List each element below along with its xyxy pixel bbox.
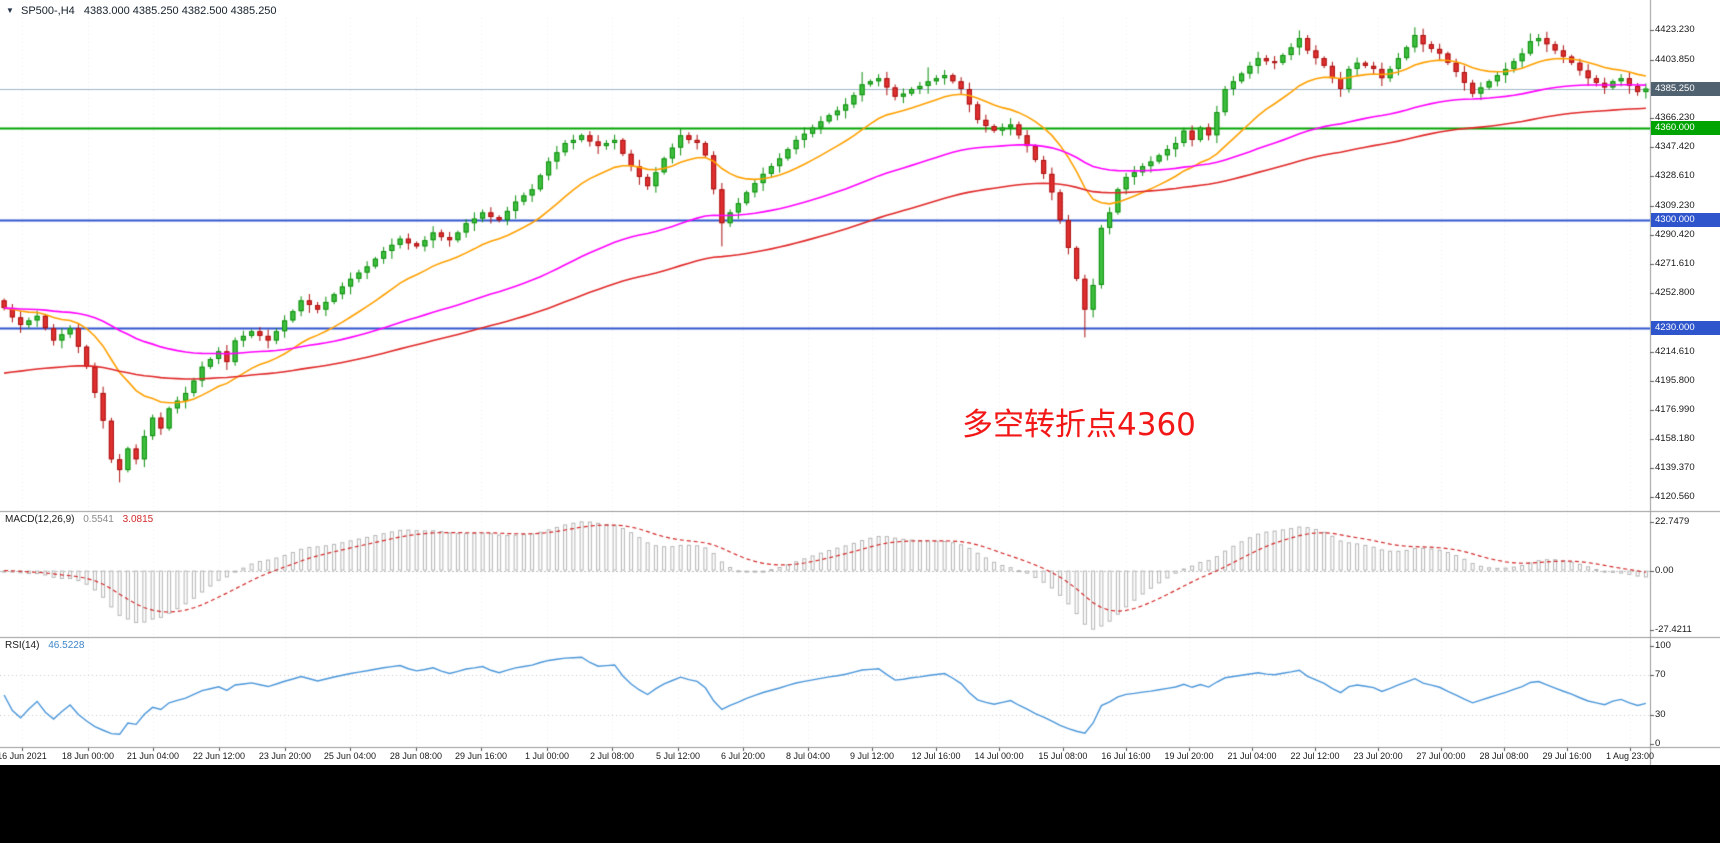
time-axis-label: 18 Jun 00:00: [61, 751, 114, 761]
price-axis-label: 4328.610: [1655, 169, 1695, 181]
symbol-name: SP500-,H4: [20, 5, 75, 17]
macd-axis-label: -27.4211: [1655, 623, 1692, 635]
time-axis-label: 5 Jul 12:00: [655, 751, 700, 761]
triangle-down-icon: ▼: [6, 6, 14, 15]
rsi-axis-label: 30: [1655, 708, 1666, 720]
macd-axis-label: 22.7479: [1655, 515, 1690, 527]
price-axis-label: 4176.990: [1655, 403, 1695, 415]
price-axis-label: 4252.800: [1655, 286, 1695, 298]
price-axis-label: 4309.230: [1655, 199, 1695, 211]
time-axis-label: 15 Jul 08:00: [1038, 751, 1088, 761]
time-axis-label: 19 Jul 20:00: [1164, 751, 1214, 761]
price-axis-label: 4403.850: [1655, 53, 1695, 65]
price-level-tag[interactable]: 4385.250: [1651, 81, 1720, 96]
time-axis-label: 21 Jun 04:00: [126, 751, 179, 761]
price-axis-label: 4271.610: [1655, 257, 1695, 269]
time-axis-label: 16 Jul 16:00: [1101, 751, 1151, 761]
time-axis-label: 14 Jul 00:00: [974, 751, 1024, 761]
price-axis-label: 4120.560: [1655, 491, 1695, 502]
price-level-tag[interactable]: 4360.000: [1651, 120, 1720, 135]
time-axis-label: 12 Jul 16:00: [911, 751, 961, 761]
time-axis-label: 27 Jul 00:00: [1416, 751, 1466, 761]
time-axis-label: 8 Jul 04:00: [785, 751, 831, 761]
rsi-axis-label: 100: [1655, 640, 1671, 651]
price-axis-label: 4158.180: [1655, 432, 1695, 444]
time-axis-label: 2 Jul 08:00: [589, 751, 634, 761]
price-axis-label: 4347.420: [1655, 140, 1695, 152]
time-axis-label: 28 Jun 08:00: [389, 751, 442, 761]
macd-name: MACD(12,26,9): [5, 514, 75, 525]
macd-axis-label: 0.00: [1655, 564, 1674, 576]
rsi-axis-label: 70: [1655, 669, 1666, 681]
time-axis-label: 22 Jul 12:00: [1290, 751, 1340, 761]
chart-annotation-text: 多空转折点4360: [962, 407, 1196, 443]
time-axis-label: 1 Jul 00:00: [524, 751, 569, 761]
time-axis-label: 9 Jul 12:00: [849, 751, 895, 761]
price-axis-label: 4195.800: [1655, 374, 1695, 386]
time-axis-label: 21 Jul 04:00: [1227, 751, 1277, 761]
time-axis-label: 6 Jul 20:00: [720, 751, 765, 761]
price-axis-label: 4139.370: [1655, 461, 1695, 473]
rsi-indicator-label: RSI(14) 46.5228: [5, 640, 84, 651]
rsi-axis-label: 0: [1655, 738, 1661, 749]
chart-canvas[interactable]: [0, 0, 1720, 765]
time-axis-label: 23 Jul 20:00: [1353, 751, 1403, 761]
price-axis-label: 4366.230: [1655, 111, 1695, 123]
rsi-name: RSI(14): [5, 640, 40, 651]
time-axis-label: 16 Jun 2021: [0, 751, 47, 761]
time-axis-label: 22 Jun 12:00: [192, 751, 245, 761]
time-axis-label: 25 Jun 04:00: [323, 751, 376, 761]
rsi-value: 46.5228: [48, 640, 85, 651]
time-axis-label: 29 Jun 16:00: [454, 751, 507, 761]
symbol-title: ▼ SP500-,H4 4383.000 4385.250 4382.500 4…: [6, 5, 277, 17]
time-axis-label: 23 Jun 20:00: [258, 751, 311, 761]
price-axis-label: 4423.230: [1655, 24, 1695, 35]
ohlc-values: 4383.000 4385.250 4382.500 4385.250: [83, 5, 277, 17]
bottom-black-bar: [0, 765, 1720, 843]
price-axis-label: 4290.420: [1655, 228, 1695, 240]
time-axis-label: 1 Aug 23:00: [1606, 751, 1655, 761]
macd-main-value: 0.5541: [83, 514, 114, 525]
price-level-tag[interactable]: 4230.000: [1651, 321, 1720, 336]
macd-indicator-label: MACD(12,26,9) 0.5541 3.0815: [5, 514, 153, 525]
price-level-tag[interactable]: 4300.000: [1651, 213, 1720, 228]
macd-signal-value: 3.0815: [122, 514, 154, 525]
time-axis-label: 29 Jul 16:00: [1542, 751, 1592, 761]
time-axis-label: 28 Jul 08:00: [1479, 751, 1529, 761]
price-axis-label: 4214.610: [1655, 345, 1695, 357]
